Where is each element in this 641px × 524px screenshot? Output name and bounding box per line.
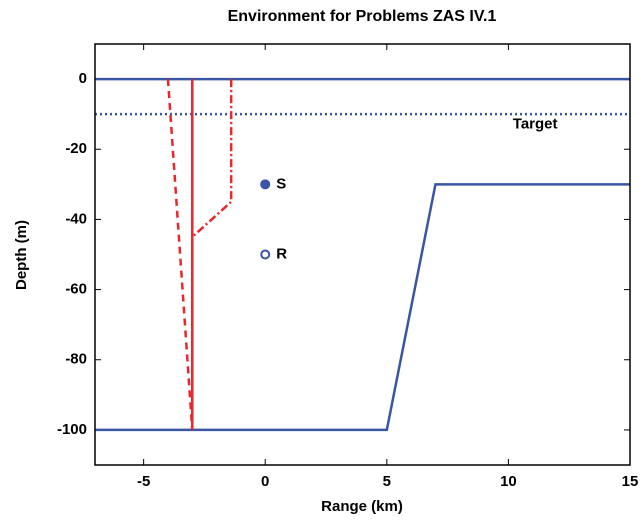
y-tick-label: -20: [65, 140, 87, 157]
point: [260, 249, 271, 260]
plot-frame: [94, 43, 631, 466]
point-label: S: [276, 175, 286, 192]
point: [260, 179, 271, 190]
y-axis-label: Depth (m): [13, 220, 30, 290]
point-label: R: [276, 245, 287, 262]
line: [95, 183, 630, 432]
y-tick-label: -40: [65, 210, 87, 227]
chart-title: Environment for Problems ZAS IV.1: [228, 8, 497, 25]
x-tick-label: 10: [500, 473, 517, 490]
y-tick-label: -100: [57, 421, 87, 438]
y-tick-label: -60: [65, 281, 87, 298]
x-tick-label: 15: [622, 473, 639, 490]
x-tick-label: -5: [137, 473, 150, 490]
line: [166, 78, 194, 431]
x-axis-label: Range (km): [321, 498, 403, 515]
annotation: Target: [513, 116, 558, 133]
x-tick-label: 5: [383, 473, 391, 490]
y-tick-label: 0: [79, 70, 87, 87]
line: [191, 79, 233, 430]
y-tick-label: -80: [65, 351, 87, 368]
x-tick-label: 0: [261, 473, 269, 490]
